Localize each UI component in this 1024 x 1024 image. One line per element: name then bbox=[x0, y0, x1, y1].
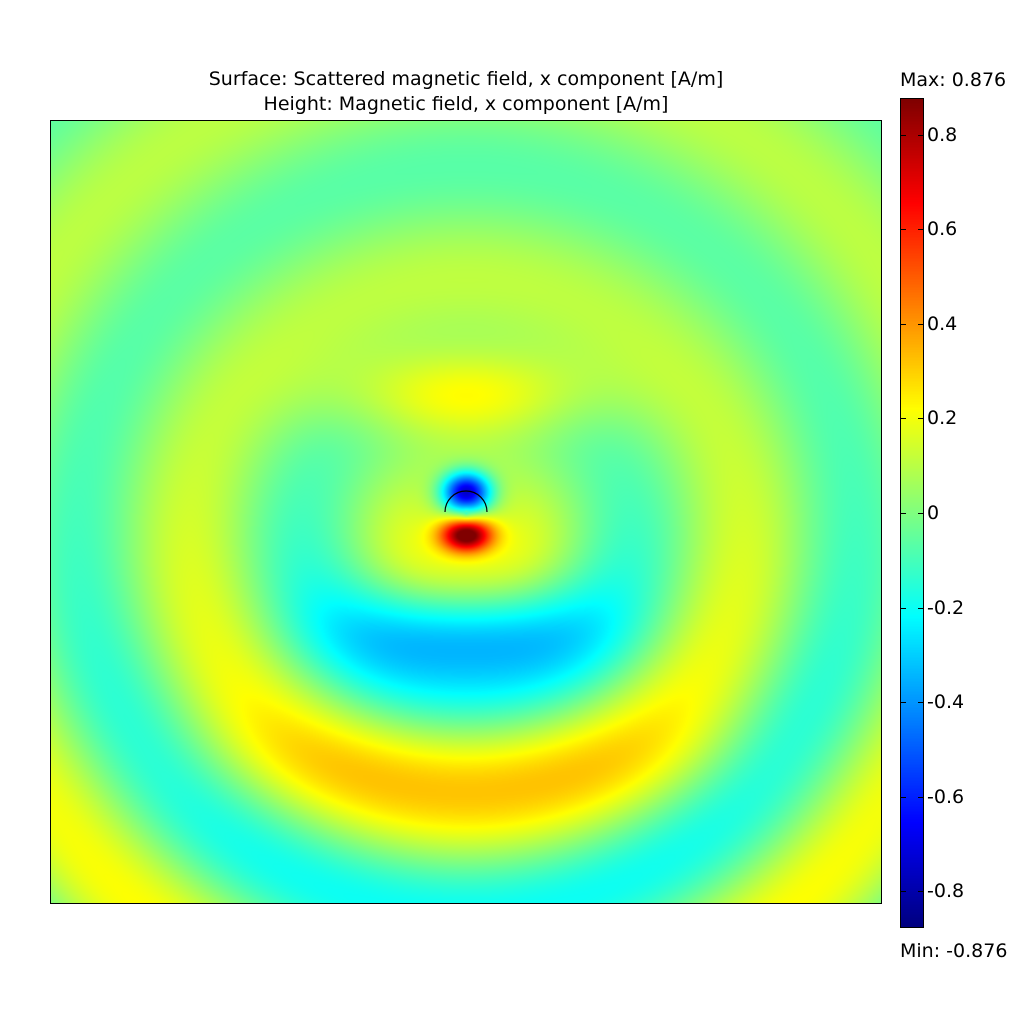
colorbar-max-label: Max: 0.876 bbox=[900, 69, 1007, 91]
colorbar-tick-label: -0.6 bbox=[927, 786, 965, 808]
colorbar-tick-label: -0.4 bbox=[927, 691, 965, 713]
scatterer-semicircle bbox=[444, 490, 488, 513]
colorbar-tick-label: 0.8 bbox=[927, 124, 958, 146]
colorbar-tick-label: 0 bbox=[927, 502, 940, 524]
colorbar-tick-label: -0.2 bbox=[927, 597, 965, 619]
scatterer-outline bbox=[444, 490, 488, 513]
colorbar-tick-label: -0.8 bbox=[927, 880, 965, 902]
colorbar-tick-label: 0.2 bbox=[927, 407, 958, 429]
colorbar-gradient bbox=[901, 99, 923, 927]
colorbar-tick-label: 0.4 bbox=[927, 313, 958, 335]
plot-area bbox=[50, 120, 882, 904]
colorbar-tick-label: 0.6 bbox=[927, 218, 958, 240]
chart-title-line-2: Height: Magnetic field, x component [A/m… bbox=[263, 93, 669, 115]
colorbar bbox=[900, 98, 924, 928]
chart-title-line-1: Surface: Scattered magnetic field, x com… bbox=[208, 68, 724, 90]
colorbar-min-label: Min: -0.876 bbox=[900, 940, 1008, 962]
field-heatmap bbox=[51, 121, 881, 903]
